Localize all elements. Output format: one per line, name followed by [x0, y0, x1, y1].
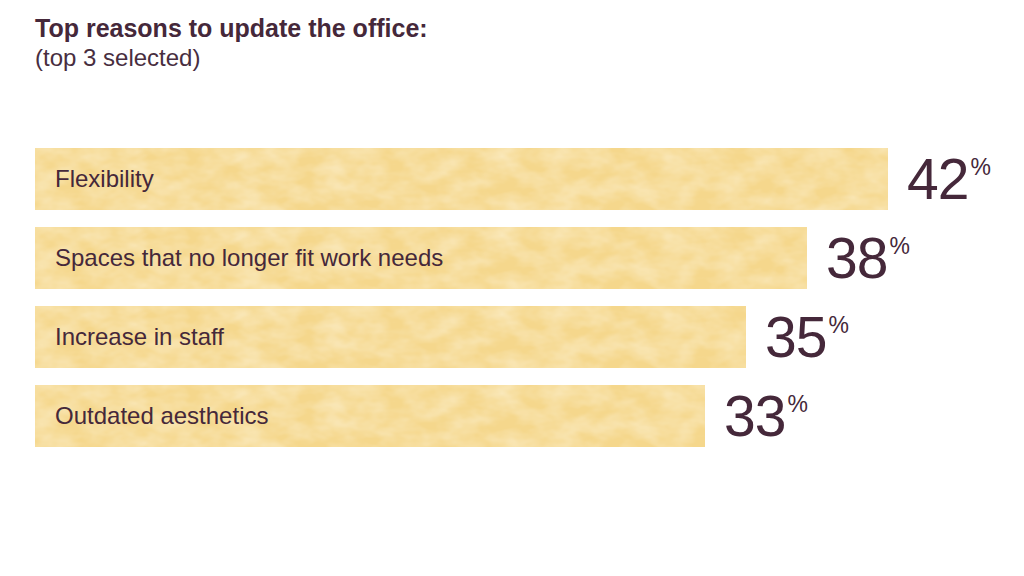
bar-row: Spaces that no longer fit work needs 38% [35, 227, 1024, 289]
bar-chart: Flexibility42%Spaces that no longer fit … [35, 148, 1024, 464]
bar-value-label: 42% [907, 151, 991, 208]
bar-row: Flexibility 42% [35, 148, 1024, 210]
bar: Increase in staff [35, 306, 746, 368]
bar: Flexibility [35, 148, 888, 210]
chart-header: Top reasons to update the office: (top 3… [35, 13, 428, 73]
percent-sign: % [889, 233, 909, 259]
percent-sign: % [828, 312, 848, 338]
bar-value-number: 42 [907, 147, 968, 211]
bar-value-number: 33 [724, 384, 785, 448]
bar-row: Increase in staff 35% [35, 306, 1024, 368]
bar-category-label: Flexibility [35, 165, 154, 193]
chart-title: Top reasons to update the office: [35, 13, 428, 43]
percent-sign: % [970, 154, 990, 180]
bar-row: Outdated aesthetics 33% [35, 385, 1024, 447]
bar-category-label: Outdated aesthetics [35, 402, 268, 430]
bar-value-number: 38 [826, 226, 887, 290]
percent-sign: % [787, 391, 807, 417]
slide-canvas: Top reasons to update the office: (top 3… [0, 0, 1024, 576]
bar-value-label: 33% [724, 388, 808, 445]
bar-category-label: Increase in staff [35, 323, 224, 351]
bar: Spaces that no longer fit work needs [35, 227, 807, 289]
bar-texture [35, 148, 888, 210]
bar-value-label: 35% [765, 309, 849, 366]
bar: Outdated aesthetics [35, 385, 705, 447]
chart-subtitle: (top 3 selected) [35, 43, 428, 73]
bar-value-label: 38% [826, 230, 910, 287]
bar-category-label: Spaces that no longer fit work needs [35, 244, 443, 272]
bar-value-number: 35 [765, 305, 826, 369]
